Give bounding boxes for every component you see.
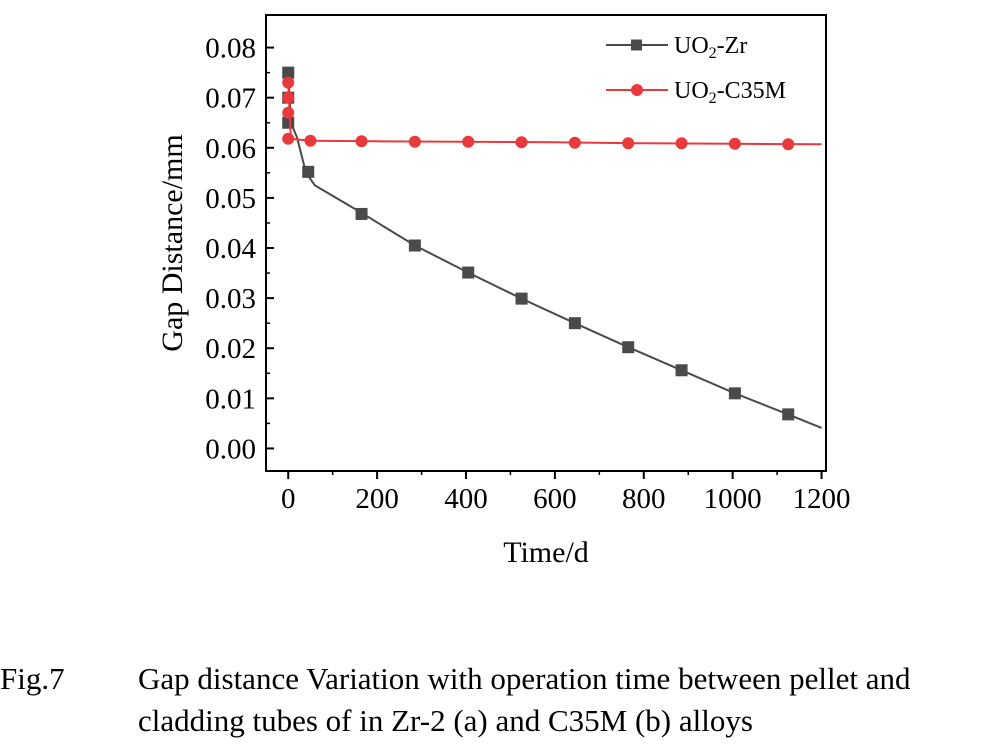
figure-caption-text-1: Gap distance Variation with operation ti…	[138, 661, 911, 696]
y-tick-label: 0.08	[205, 33, 256, 65]
data-point-uo2-c35m	[622, 137, 635, 150]
legend-label-uo2-c35m: UO2-C35M	[674, 78, 786, 107]
data-point-uo2-c35m	[282, 106, 295, 119]
data-point-uo2-c35m	[304, 134, 317, 147]
legend-label-uo2-c35m-base: UO	[674, 78, 709, 104]
data-point-uo2-c35m	[282, 76, 295, 89]
y-tick-label: 0.01	[205, 383, 256, 415]
legend-label-uo2-zr-base: UO	[674, 33, 709, 59]
data-point-uo2-zr	[302, 165, 315, 178]
data-point-uo2-zr	[355, 207, 368, 220]
x-tick-label: 1200	[793, 483, 851, 515]
data-point-uo2-c35m	[782, 138, 795, 151]
series-line-uo2-zr	[287, 72, 822, 429]
data-point-uo2-zr	[675, 364, 688, 377]
data-point-uo2-zr	[408, 239, 421, 252]
series-line-uo2-c35m	[287, 82, 822, 146]
y-tick-label: 0.05	[205, 183, 256, 215]
data-point-uo2-c35m	[282, 132, 295, 145]
legend-label-uo2-zr: UO2-Zr	[674, 33, 747, 62]
y-tick-label: 0.04	[205, 233, 256, 265]
x-tick-label: 0	[281, 483, 296, 515]
y-axis-title: Gap Distance/mm	[156, 134, 189, 351]
legend: UO2-Zr UO2-C35M	[606, 33, 786, 107]
series-uo2-zr	[282, 66, 822, 429]
x-axis-title: Time/d	[503, 536, 589, 569]
legend-label-uo2-zr-suffix: -Zr	[717, 33, 748, 59]
data-point-uo2-c35m	[728, 137, 741, 150]
y-axis: 0.00 0.01 0.02 0.03 0.04 0.05 0.06 0.07 0.08	[205, 33, 274, 465]
x-tick-label: 600	[533, 483, 577, 515]
data-point-uo2-c35m	[462, 135, 475, 148]
data-point-uo2-zr	[462, 266, 475, 279]
x-axis: 0 200 400 600 800 1000 1200	[281, 471, 851, 515]
data-point-uo2-zr	[622, 341, 635, 354]
figure-caption-line-2: cladding tubes of in Zr-2 (a) and C35M (…	[138, 703, 753, 738]
figure-caption-line-1: Fig.7 Gap distance Variation with operati…	[0, 663, 910, 694]
data-point-uo2-zr	[515, 292, 528, 305]
data-point-uo2-zr	[782, 408, 795, 421]
y-tick-label: 0.06	[205, 133, 256, 165]
data-point-uo2-zr	[282, 66, 295, 79]
x-tick-label: 800	[622, 483, 666, 515]
x-tick-label: 200	[355, 483, 399, 515]
data-point-uo2-c35m	[568, 136, 581, 149]
series-layer	[282, 66, 822, 429]
x-tick-label: 400	[444, 483, 488, 515]
y-tick-label: 0.07	[205, 83, 256, 115]
y-tick-label: 0.02	[205, 333, 256, 365]
data-point-uo2-c35m	[282, 91, 295, 104]
y-tick-label: 0.03	[205, 283, 256, 315]
legend-label-uo2-c35m-suffix: -C35M	[717, 78, 786, 104]
data-point-uo2-c35m	[408, 135, 421, 148]
series-uo2-c35m	[282, 76, 822, 151]
data-point-uo2-c35m	[675, 137, 688, 150]
data-point-uo2-zr	[568, 317, 581, 330]
data-point-uo2-zr	[728, 387, 741, 400]
legend-label-uo2-zr-subscript: 2	[709, 45, 717, 62]
data-point-uo2-c35m	[515, 136, 528, 149]
legend-marker-uo2-c35m	[631, 84, 643, 96]
data-point-uo2-c35m	[355, 135, 368, 148]
plot-frame	[265, 14, 827, 472]
y-tick-label: 0.00	[205, 433, 256, 465]
x-tick-label: 1000	[704, 483, 762, 515]
legend-marker-uo2-zr	[631, 39, 642, 51]
legend-label-uo2-c35m-subscript: 2	[709, 90, 717, 107]
figure-caption-label: Fig.7	[0, 661, 65, 696]
